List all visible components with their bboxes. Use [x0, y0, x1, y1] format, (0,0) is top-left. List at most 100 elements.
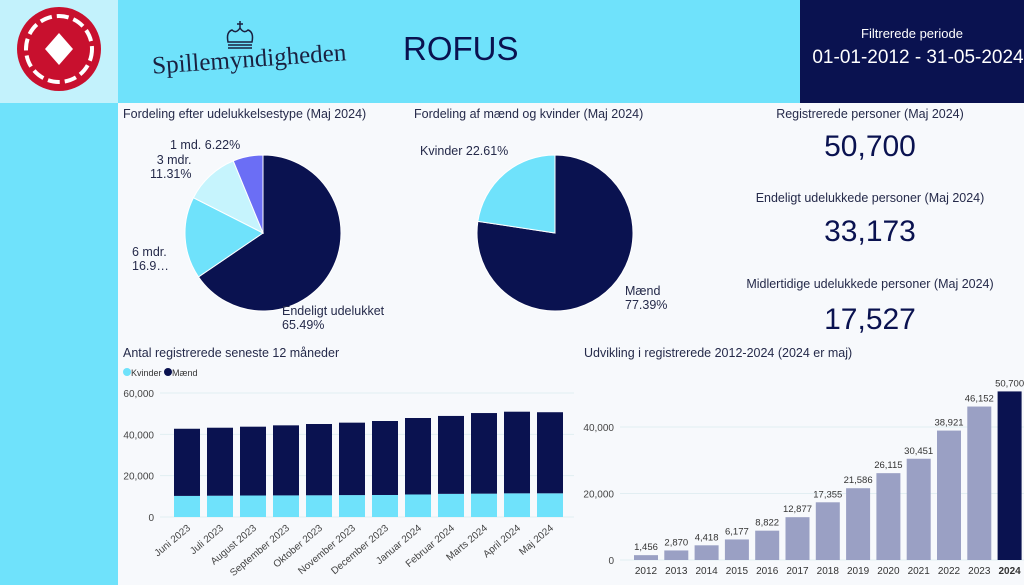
bar-year-2017[interactable] [785, 517, 810, 560]
y-tick-label: 0 [148, 513, 154, 524]
bar-maend[interactable] [339, 422, 365, 496]
data-label: 38,921 [934, 418, 963, 429]
x-tick-label: Maj 2024 [517, 523, 556, 558]
pie2-slice-1[interactable] [477, 154, 556, 234]
bar-kvinder[interactable] [504, 493, 530, 517]
legend-maend: Mænd [172, 368, 198, 378]
kpi-registered-label: Registrerede personer (Maj 2024) [776, 107, 964, 121]
pie1-label-6mdr: 6 mdr. 16.9… [132, 245, 169, 273]
data-label: 50,700 [995, 378, 1024, 389]
legend-maend-icon [164, 368, 173, 376]
bar-kvinder[interactable] [207, 495, 233, 517]
logo-box [0, 0, 118, 103]
bar-year-2024[interactable] [997, 391, 1022, 560]
data-label: 26,115 [874, 460, 902, 471]
bar-kvinder[interactable] [273, 495, 299, 517]
bar-kvinder[interactable] [174, 495, 200, 517]
x-tick-label: November 2023 [296, 523, 358, 577]
y-tick-label: 20,000 [583, 490, 614, 501]
pie2-label-kvinder: Kvinder 22.61% [420, 144, 509, 158]
x-tick-label: 2017 [786, 566, 809, 577]
bar-kvinder[interactable] [339, 495, 365, 517]
bar-year-2022[interactable] [937, 430, 961, 560]
bar-year-2016[interactable] [755, 530, 780, 560]
x-tick-label: 2021 [908, 566, 931, 577]
bar-maend[interactable] [372, 421, 398, 495]
bar-maend[interactable] [405, 418, 431, 495]
y-tick-label: 40,000 [123, 430, 154, 441]
bar-year-2012[interactable] [634, 555, 658, 560]
legend-kvinder-icon [123, 368, 131, 376]
x-tick-label: 2015 [726, 566, 749, 577]
page-title: ROFUS [403, 30, 519, 67]
period-value: 01-01-2012 - 31-05-2024 [812, 47, 1024, 68]
data-label: 12,877 [783, 504, 812, 515]
kpi-permanent-label: Endeligt udelukkede personer (Maj 2024) [755, 191, 985, 205]
bar-kvinder[interactable] [405, 494, 431, 517]
pie1-title: Fordeling efter udelukkelsestype (Maj 20… [123, 107, 367, 121]
kpi-temporary-value: 17,527 [824, 303, 916, 336]
bar-maend[interactable] [504, 411, 530, 494]
y-tick-label: 60,000 [123, 389, 154, 400]
x-tick-label: 2024 [998, 566, 1021, 577]
bar-year-2021[interactable] [906, 458, 931, 560]
y-tick-label: 40,000 [583, 423, 614, 434]
x-tick-label: 2012 [635, 566, 658, 577]
x-tick-label: 2020 [877, 566, 900, 577]
bar-maend[interactable] [174, 428, 200, 496]
bar-kvinder[interactable] [372, 494, 398, 517]
bar-year-2015[interactable] [724, 539, 749, 560]
x-tick-label: September 2023 [228, 523, 292, 579]
bar-kvinder[interactable] [306, 495, 332, 517]
bar-maend[interactable] [240, 426, 266, 496]
kpi-temporary-label: Midlertidige udelukkede personer (Maj 20… [746, 277, 994, 291]
y-tick-label: 0 [608, 556, 614, 567]
data-label: 4,418 [695, 532, 719, 543]
bar-maend[interactable] [438, 415, 464, 494]
bar-year-2018[interactable] [815, 502, 840, 560]
x-tick-label: 2018 [817, 566, 840, 577]
bar-maend[interactable] [306, 424, 332, 496]
legend-kvinder: Kvinder [131, 368, 162, 378]
data-label: 30,451 [904, 446, 933, 457]
x-tick-label: 2023 [968, 566, 991, 577]
x-tick-label: Juni 2023 [153, 523, 194, 560]
data-label: 2,870 [664, 537, 688, 548]
x-tick-label: 2022 [938, 566, 961, 577]
pie2-title: Fordeling af mænd og kvinder (Maj 2024) [414, 107, 644, 121]
kpi-registered-value: 50,700 [824, 130, 916, 163]
pie-chart-gender[interactable] [412, 120, 712, 340]
bar-maend[interactable] [207, 427, 233, 496]
bar-year-2014[interactable] [694, 545, 719, 560]
bar-maend[interactable] [471, 413, 497, 494]
y-tick-label: 20,000 [123, 472, 154, 483]
x-tick-label: December 2023 [329, 523, 391, 577]
bar-year-2020[interactable] [876, 473, 901, 560]
pie1-slice-1[interactable] [184, 197, 264, 278]
bar-kvinder[interactable] [438, 493, 464, 517]
bar1-legend: Kvinder Mænd [123, 368, 198, 378]
pie1-label-1md: 1 md. 6.22% [170, 138, 241, 152]
x-tick-label: April 2024 [481, 523, 523, 561]
pie1-label-3mdr: 3 mdr. 11.31% [150, 153, 192, 181]
pie-chart-exclusion-type[interactable] [120, 120, 420, 340]
bar-year-2019[interactable] [846, 488, 871, 560]
bar-year-2013[interactable] [664, 550, 689, 560]
period-label: Filtrerede periode [861, 26, 963, 41]
period-filter-card: Filtrerede periode 01-01-2012 - 31-05-20… [800, 0, 1024, 103]
pie1-label-endeligt: Endeligt udelukket 65.49% [282, 304, 385, 332]
data-label: 6,177 [725, 526, 749, 537]
data-label: 8,822 [755, 518, 779, 529]
bar1-title: Antal registrerede seneste 12 måneder [123, 346, 340, 360]
pie1-slice-3[interactable] [232, 154, 264, 234]
bar-kvinder[interactable] [471, 493, 497, 517]
bar-kvinder[interactable] [240, 495, 266, 517]
crown-icon [226, 21, 254, 49]
bar-maend[interactable] [273, 425, 299, 496]
bar-kvinder[interactable] [537, 493, 563, 517]
pie1-slice-0[interactable] [197, 154, 342, 312]
data-label: 46,152 [965, 394, 994, 405]
bar-maend[interactable] [537, 412, 563, 494]
bar-year-2023[interactable] [967, 406, 992, 560]
